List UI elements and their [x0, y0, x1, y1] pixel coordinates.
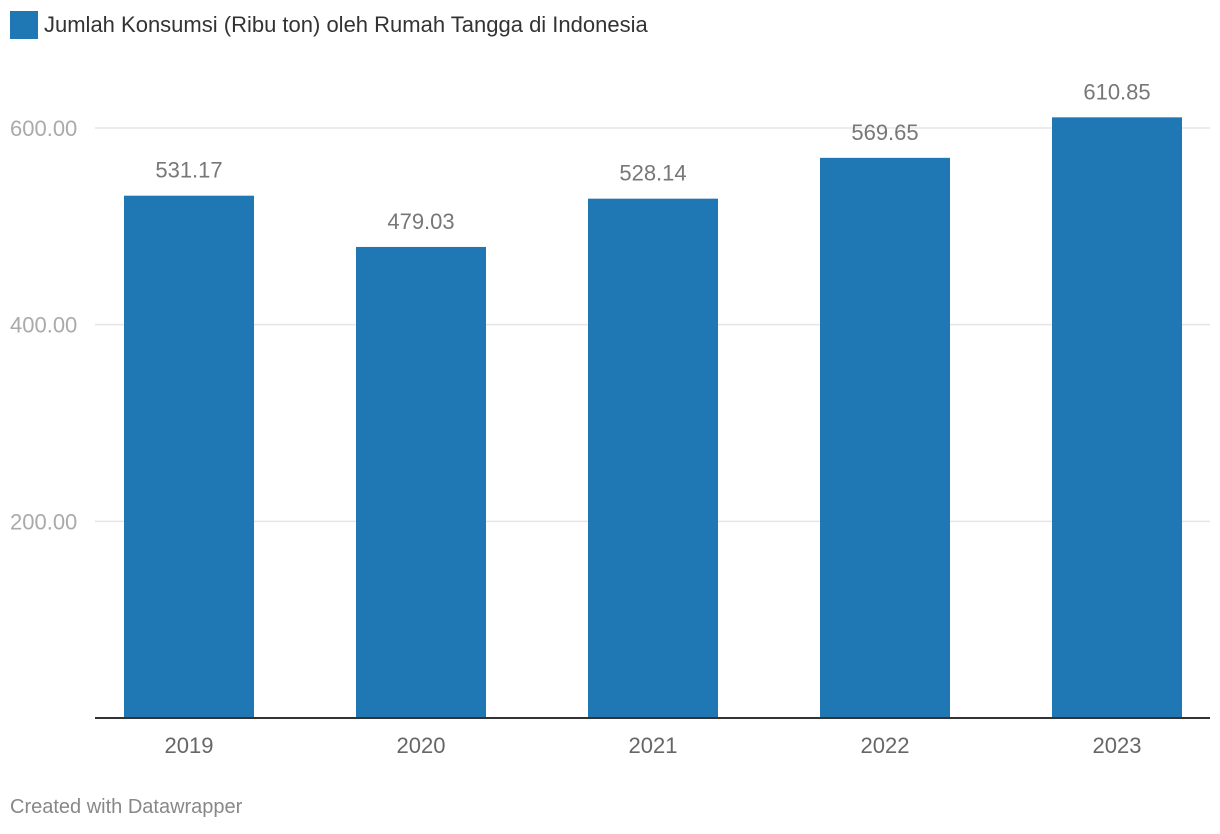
- legend-label: Jumlah Konsumsi (Ribu ton) oleh Rumah Ta…: [44, 12, 648, 37]
- legend-swatch: [10, 11, 38, 39]
- bar-2023: [1052, 117, 1182, 719]
- bar-layer: [124, 117, 1182, 719]
- bar-2020: [356, 246, 486, 718]
- value-label-2021: 528.14: [619, 161, 686, 186]
- y-tick-label: 400.00: [10, 313, 77, 338]
- bar-2021: [588, 198, 718, 718]
- y-tick-label: 200.00: [10, 509, 77, 534]
- value-label-2019: 531.17: [155, 158, 222, 183]
- label-layer: 200.00 400.00 600.00 531.17 2019 479.03 2020 52…: [10, 79, 1210, 758]
- bar-2019: [124, 195, 254, 718]
- footer-credit: Created with Datawrapper: [10, 796, 243, 818]
- x-tick-label-2022: 2022: [861, 733, 910, 758]
- x-tick-label-2019: 2019: [165, 733, 214, 758]
- x-tick-label-2020: 2020: [397, 733, 446, 758]
- x-tick-label-2021: 2021: [629, 733, 678, 758]
- value-label-2022: 569.65: [851, 120, 918, 145]
- value-label-2023: 610.85: [1083, 79, 1150, 104]
- x-tick-label-2023: 2023: [1093, 733, 1142, 758]
- value-label-2020: 479.03: [387, 209, 454, 234]
- bar-2022: [820, 157, 950, 718]
- chart-legend: Jumlah Konsumsi (Ribu ton) oleh Rumah Ta…: [10, 10, 648, 40]
- y-tick-label: 600.00: [10, 116, 77, 141]
